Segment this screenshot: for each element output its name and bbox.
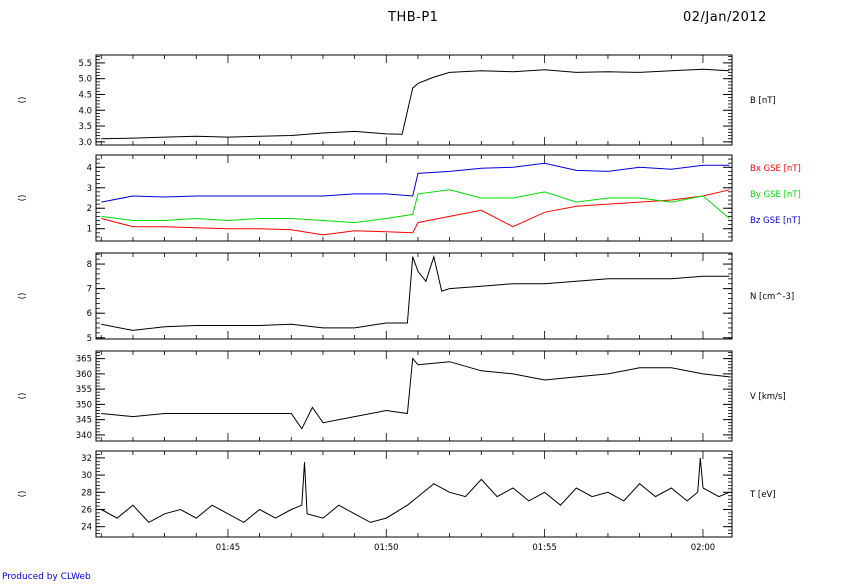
- series-label: Bx GSE [nT]: [750, 164, 801, 174]
- y-tick-label: 26: [81, 505, 92, 515]
- y-tick-label: 4.5: [78, 90, 92, 100]
- y-tick-label: 5: [87, 334, 92, 344]
- y-tick-label: 3.5: [78, 122, 92, 132]
- y-tick-label: 3: [87, 184, 92, 194]
- series-label: By GSE [nT]: [750, 190, 801, 200]
- panel-frame: [95, 450, 733, 538]
- panel-unit-label: (): [16, 491, 26, 498]
- plot-date: 02/Jan/2012: [683, 10, 767, 25]
- y-tick-label: 350: [76, 400, 92, 410]
- panel-unit-label: (): [16, 393, 26, 400]
- series-line: [101, 457, 730, 524]
- y-tick-label: 355: [76, 385, 92, 395]
- series-line: [101, 189, 730, 236]
- y-tick-label: 340: [76, 431, 92, 441]
- series-label: B [nT]: [750, 96, 776, 106]
- series-label: Bz GSE [nT]: [750, 216, 800, 226]
- produced-by-credit: Produced by CLWeb: [2, 572, 91, 582]
- y-tick-label: 32: [81, 454, 92, 464]
- y-tick-label: 2: [87, 204, 92, 214]
- x-tick-label: 01:55: [532, 543, 557, 553]
- y-tick-label: 3.0: [78, 138, 92, 148]
- series-line: [101, 68, 730, 140]
- x-tick-label: 01:45: [216, 543, 241, 553]
- series-label: N [cm^-3]: [750, 292, 794, 302]
- series-line: [101, 189, 730, 224]
- y-tick-label: 345: [76, 416, 92, 426]
- panel-frame: [95, 350, 733, 442]
- x-tick-label: 02:00: [691, 543, 716, 553]
- y-tick-label: 5.5: [78, 59, 92, 69]
- series-line: [101, 254, 730, 331]
- y-tick-label: 8: [87, 260, 92, 270]
- panel-unit-label: (): [16, 293, 26, 300]
- y-tick-label: 1: [87, 225, 92, 235]
- series-line: [101, 357, 730, 430]
- y-tick-label: 365: [76, 355, 92, 365]
- panel-unit-label: (): [16, 195, 26, 202]
- panel-frame: [95, 252, 733, 340]
- panel-frame: [95, 54, 733, 146]
- y-tick-label: 30: [81, 471, 92, 481]
- y-tick-label: 360: [76, 370, 92, 380]
- series-line: [101, 162, 730, 203]
- y-tick-label: 5.0: [78, 75, 92, 85]
- y-tick-label: 4: [87, 163, 92, 173]
- series-label: T [eV]: [749, 490, 776, 500]
- y-tick-label: 6: [87, 309, 92, 319]
- series-label: V [km/s]: [750, 392, 786, 402]
- y-tick-label: 24: [81, 523, 92, 533]
- x-tick-label: 01:50: [374, 543, 399, 553]
- panel-unit-label: (): [16, 97, 26, 104]
- y-tick-label: 4.0: [78, 106, 92, 116]
- y-tick-label: 7: [87, 285, 92, 295]
- plot-title: THB-P1: [388, 10, 439, 25]
- panel-frame: [95, 154, 733, 242]
- y-tick-label: 28: [81, 488, 92, 498]
